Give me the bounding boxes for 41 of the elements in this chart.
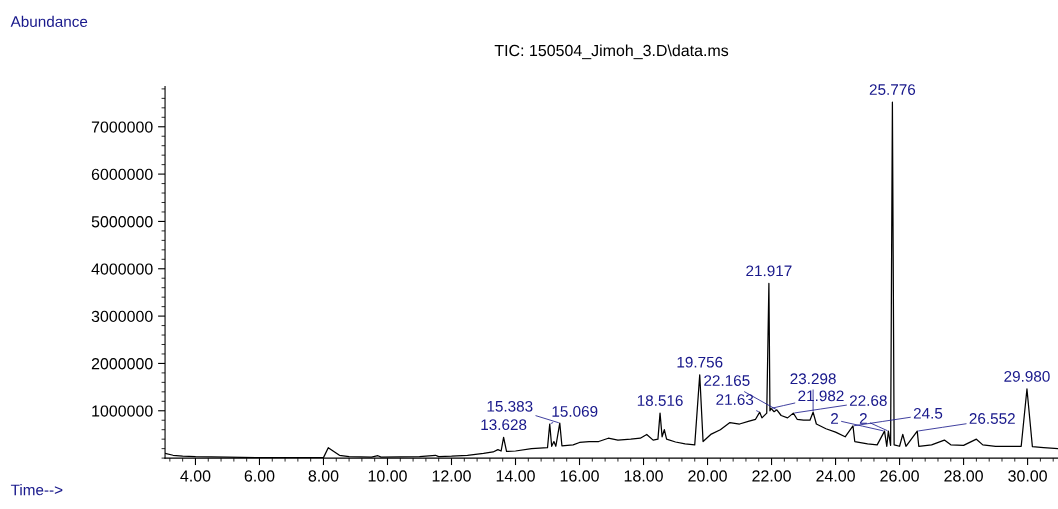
y-tick-label: 3000000 [91,310,153,323]
annotation: 15.383 [487,400,533,412]
annotation: 21.917 [746,265,792,277]
annotation: 21.63 [716,394,754,405]
x-tick-label: 30.00 [1008,470,1047,482]
annotation: 2 [831,413,839,424]
annotation: 13.628 [481,419,527,431]
x-axis-title: Time--> [10,484,63,496]
y-tick-label: 5000000 [91,216,153,228]
x-tick-label: 12.00 [432,470,471,482]
annotation: 24.5 [913,407,943,419]
annotation: 15.069 [552,406,598,417]
x-tick-label: 20.00 [688,470,727,482]
x-tick-label: 18.00 [624,470,663,482]
annotation: 23.298 [790,373,836,385]
x-tick-label: 24.00 [816,470,855,482]
y-axis-title: Abundance [10,15,88,28]
annotation: 22.68 [849,395,887,406]
y-tick-label: 4000000 [91,263,153,275]
x-tick-label: 16.00 [560,470,599,482]
x-tick-label: 4.00 [180,470,211,482]
annotation: 26.552 [969,413,1015,424]
x-tick-label: 6.00 [244,470,275,482]
annotation: 19.756 [677,356,723,368]
annotation: 29.980 [1004,370,1050,382]
x-tick-label: 14.00 [496,470,535,482]
annotation: 22.165 [704,375,750,386]
annotation: 25.776 [869,84,916,95]
x-tick-label: 28.00 [944,470,983,482]
x-tick-label: 26.00 [880,470,919,482]
x-tick-label: 22.00 [752,470,791,482]
annotation: 21.982 [798,390,844,402]
annotation: 2 [859,413,867,424]
y-tick-label: 7000000 [91,121,153,133]
x-tick-label: 8.00 [308,470,339,482]
chart-title: TIC: 150504_Jimoh_3.D\data.ms [494,44,729,60]
y-tick-label: 1000000 [92,405,153,417]
y-tick-label: 2000000 [91,358,153,370]
x-tick-label: 10.00 [368,470,407,482]
annotation: 18.516 [637,395,683,406]
y-tick-label: 6000000 [91,168,153,181]
